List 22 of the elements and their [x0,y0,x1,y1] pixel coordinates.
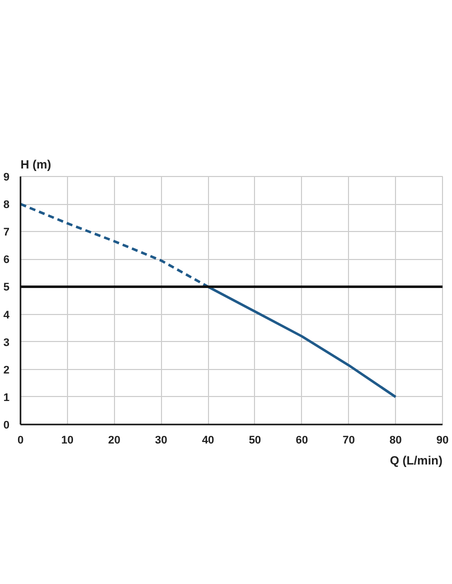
y-tick-label: 9 [3,172,10,184]
x-tick-label: 30 [155,434,168,446]
x-tick-label: 90 [436,434,449,446]
x-tick-label: 20 [108,434,120,446]
x-tick-label: 10 [61,434,74,446]
x-tick-label: 70 [342,434,355,446]
y-tick-label: 0 [3,420,10,432]
x-tick-label: 40 [202,434,214,446]
x-axis-title: Q (L/min) [390,454,443,468]
y-tick-label: 6 [3,254,10,266]
y-tick-label: 8 [3,199,10,212]
x-tick-label: 0 [17,434,24,446]
x-tick-label: 60 [296,434,308,446]
x-tick-label: 80 [389,434,402,446]
x-tick-label: 50 [248,434,262,446]
y-tick-label: 3 [3,336,10,349]
y-tick-label: 2 [3,364,10,376]
y-tick-label: 4 [3,309,10,322]
y-axis-title: H (m) [20,158,52,172]
y-tick-label: 7 [3,226,10,239]
y-tick-label: 5 [3,282,10,294]
y-tick-label: 1 [3,392,10,404]
